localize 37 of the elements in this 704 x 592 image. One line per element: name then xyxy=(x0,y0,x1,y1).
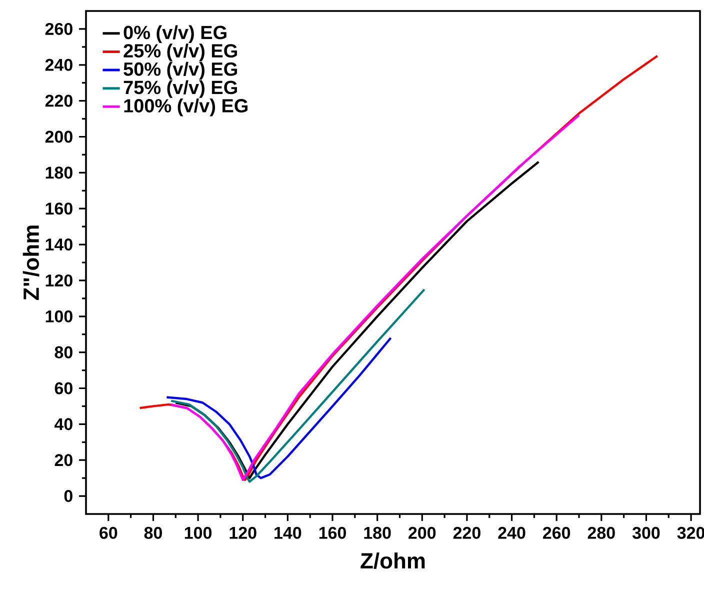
x-tick-label: 160 xyxy=(319,526,346,539)
x-tick-label: 100 xyxy=(184,526,212,539)
y-tick-label: 200 xyxy=(45,130,72,143)
y-tick-label: 60 xyxy=(54,382,72,394)
y-tick-label: 40 xyxy=(54,418,72,430)
x-tick-label: 140 xyxy=(274,526,302,539)
y-tick-label: 100 xyxy=(46,310,72,322)
y-axis-title: Z"/ohm xyxy=(22,226,40,300)
y-tick-label: 80 xyxy=(54,346,72,358)
legend-label: 50% (v/v) EG xyxy=(124,62,237,80)
legend-label: 75% (v/v) EG xyxy=(124,80,237,98)
legend-label: 25% (v/v) EG xyxy=(124,44,237,62)
y-tick-label: 220 xyxy=(45,94,72,107)
legend-label: 0% (v/v) EG xyxy=(124,25,226,43)
x-tick-label: 240 xyxy=(498,526,526,539)
x-tick-label: 260 xyxy=(543,526,570,539)
y-tick-label: 240 xyxy=(45,58,72,71)
x-tick-label: 80 xyxy=(144,526,162,539)
x-tick-label: 280 xyxy=(588,526,615,539)
y-tick-label: 0 xyxy=(64,490,72,502)
line-series xyxy=(174,160,540,480)
y-tick-label: 140 xyxy=(46,238,72,251)
line-series xyxy=(166,336,392,480)
x-tick-label: 200 xyxy=(408,526,436,539)
legend-label: 100% (v/v) EG xyxy=(124,98,248,116)
x-tick-label: 60 xyxy=(100,526,118,539)
x-tick-label: 300 xyxy=(632,526,660,539)
x-tick-label: 180 xyxy=(364,526,391,539)
line-series xyxy=(170,288,426,483)
y-tick-label: 260 xyxy=(45,22,72,35)
y-tick-label: 180 xyxy=(46,166,72,179)
x-tick-label: 220 xyxy=(453,526,480,539)
x-axis-title: Z/ohm xyxy=(360,552,425,569)
x-tick-label: 120 xyxy=(230,526,256,539)
y-tick-label: 120 xyxy=(46,274,72,286)
y-tick-label: 160 xyxy=(46,202,72,215)
y-tick-label: 20 xyxy=(54,454,72,466)
